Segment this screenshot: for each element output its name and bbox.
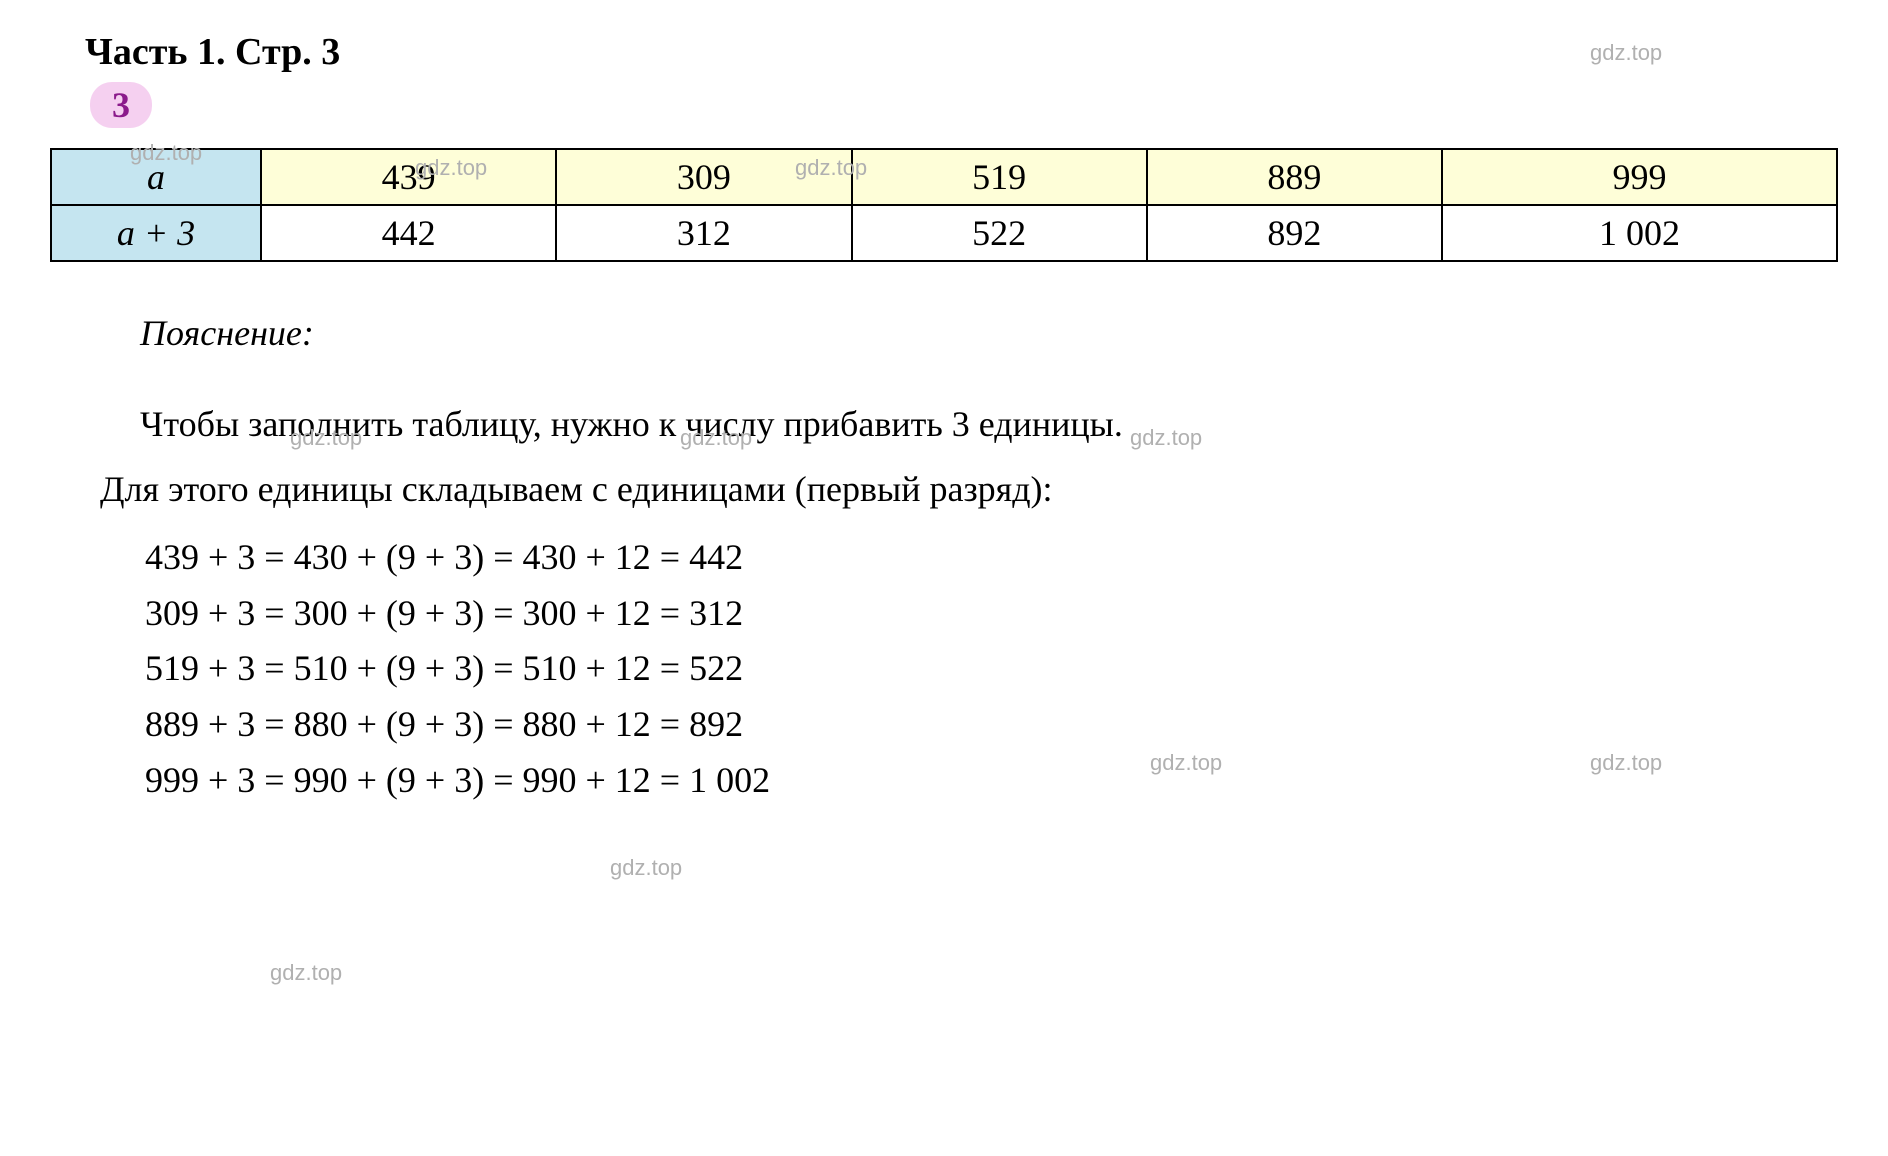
- table-cell: 442: [261, 205, 556, 261]
- calculation-line: 309 + 3 = 300 + (9 + 3) = 300 + 12 = 312: [145, 586, 1838, 642]
- page-title: Часть 1. Стр. 3: [85, 30, 1838, 74]
- table-cell: 519: [852, 149, 1147, 205]
- explanation-text-2: Для этого единицы складываем с единицами…: [100, 464, 1838, 514]
- calculation-line: 889 + 3 = 880 + (9 + 3) = 880 + 12 = 892: [145, 697, 1838, 753]
- row-header-a-plus-3: a + 3: [51, 205, 261, 261]
- calculation-line: 439 + 3 = 430 + (9 + 3) = 430 + 12 = 442: [145, 530, 1838, 586]
- watermark: gdz.top: [610, 855, 682, 881]
- table-row: a 439 309 519 889 999: [51, 149, 1837, 205]
- table-cell: 439: [261, 149, 556, 205]
- table-cell: 312: [556, 205, 851, 261]
- table-cell: 892: [1147, 205, 1442, 261]
- table-cell: 999: [1442, 149, 1837, 205]
- calculation-line: 519 + 3 = 510 + (9 + 3) = 510 + 12 = 522: [145, 641, 1838, 697]
- explanation-label: Пояснение:: [140, 312, 1838, 354]
- calculation-line: 999 + 3 = 990 + (9 + 3) = 990 + 12 = 1 0…: [145, 753, 1838, 809]
- table-row: a + 3 442 312 522 892 1 002: [51, 205, 1837, 261]
- table-cell: 309: [556, 149, 851, 205]
- row-header-a: a: [51, 149, 261, 205]
- table-cell: 889: [1147, 149, 1442, 205]
- watermark: gdz.top: [270, 960, 342, 986]
- table-cell: 522: [852, 205, 1147, 261]
- table-cell: 1 002: [1442, 205, 1837, 261]
- problem-number-badge: 3: [90, 82, 152, 128]
- explanation-text-1: Чтобы заполнить таблицу, нужно к числу п…: [140, 399, 1838, 449]
- data-table: a 439 309 519 889 999 a + 3 442 312 522 …: [50, 148, 1838, 262]
